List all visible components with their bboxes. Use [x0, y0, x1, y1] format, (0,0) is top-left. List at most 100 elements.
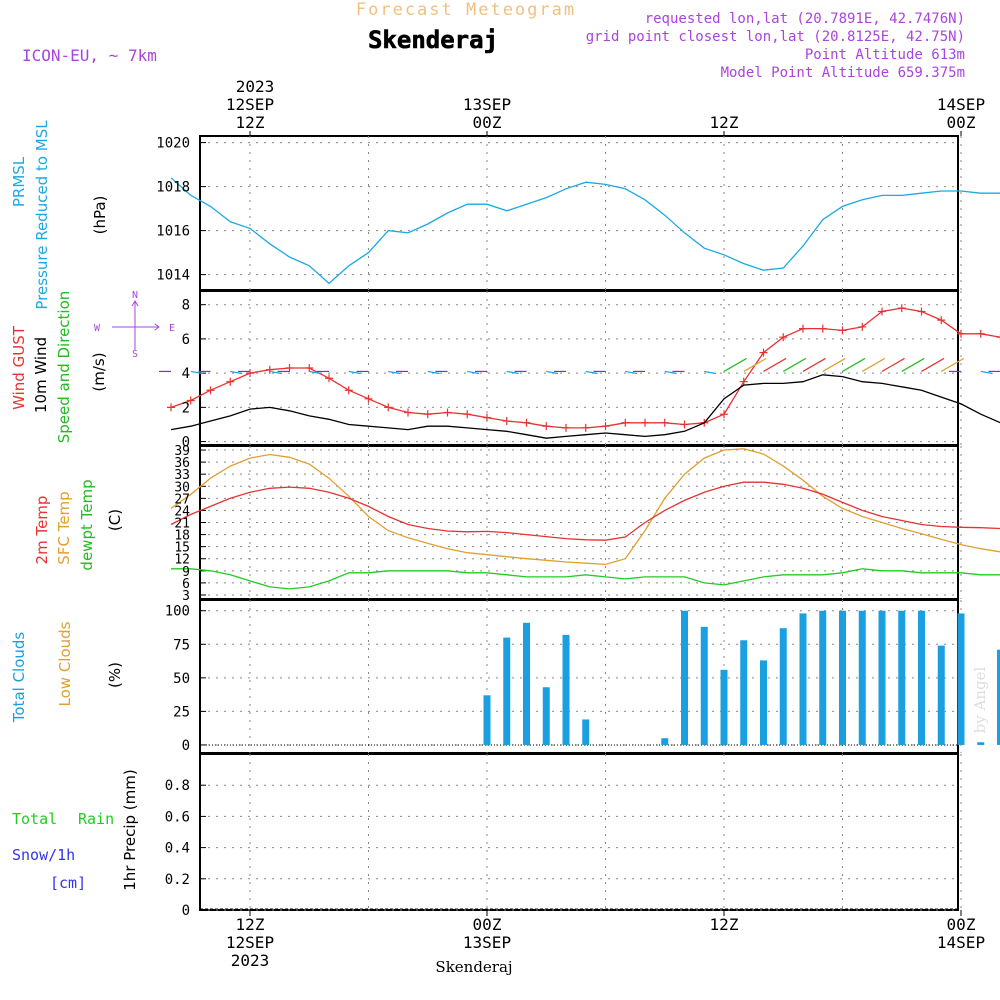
total-label: Total [12, 810, 57, 828]
temp2m-line [170, 481, 1000, 541]
gust-line [170, 307, 1000, 429]
ytick-label: 21 [174, 517, 190, 532]
wind-unit: (m/s) [90, 352, 108, 391]
point-altitude: Point Altitude 613m [805, 47, 965, 63]
rain-label: Rain [78, 810, 114, 828]
total-cloud-bar [523, 622, 530, 745]
gust-marker [641, 418, 649, 427]
temp2m-label: 2m Temp [33, 496, 51, 565]
snow-label: Snow/1h [12, 846, 75, 864]
xtick-label-bottom: 12Z [236, 915, 265, 934]
wind-direction-arrow [230, 370, 243, 375]
gust-marker [581, 423, 590, 432]
ytick-label: 25 [173, 704, 190, 720]
ytick-label: 1018 [156, 180, 190, 196]
gust-marker [167, 403, 175, 412]
gust-marker [878, 307, 886, 316]
cloud-unit: (%) [106, 662, 124, 688]
wind-direction-arrow [348, 370, 361, 375]
gust-marker [522, 418, 531, 427]
wind-direction-arrow [940, 357, 965, 372]
compass-arrows [112, 300, 160, 350]
gust-marker [562, 423, 570, 432]
ytick-label: 15 [174, 541, 190, 556]
ytick-label: 1014 [156, 268, 190, 284]
requested-coords: requested lon,lat (20.7891E, 42.7476N) [645, 11, 965, 27]
xtick-label-top: 12Z [710, 113, 739, 132]
wind10m-label: 10m Wind [32, 337, 50, 413]
prmsl-long-label: Pressure Reduced to MSL [33, 120, 51, 310]
wind-direction-arrow [585, 370, 598, 375]
xtick-label-bottom: 12Z [710, 915, 739, 934]
total-cloud-bar [957, 613, 965, 745]
gust-marker [344, 386, 353, 395]
gust-marker [246, 369, 254, 378]
wind-direction-arrow [309, 370, 322, 375]
prmsl-label: PRMSL [10, 156, 28, 207]
precip-axis-label: 1hr Precip (mm) [121, 769, 139, 890]
ytick-label: 0.4 [165, 841, 190, 857]
xtick-label-bottom: 13SEP [463, 933, 511, 952]
wind-direction-arrow [822, 357, 846, 372]
gust-marker [305, 364, 314, 372]
grid-point-coords: grid point closest lon,lat (20.8125E, 42… [586, 29, 965, 45]
prmsl-line [170, 177, 1000, 285]
ytick-label: 39 [174, 444, 190, 459]
wind-direction-arrow [980, 370, 993, 375]
total-cloud-bar [839, 610, 846, 745]
axis-labels: 1014101610181020024683691215182124273033… [156, 95, 985, 970]
grid-lines [200, 136, 962, 911]
wind-direction-arrow [723, 357, 747, 372]
ytick-label: 6 [182, 577, 190, 592]
xtick-label-bottom: 00Z [473, 915, 502, 934]
ytick-label: 0 [182, 738, 190, 754]
total-cloud-bar [503, 637, 511, 745]
gust-marker [384, 403, 393, 412]
total-cloud-bar [997, 649, 1000, 745]
total-cloud-bar [819, 610, 827, 745]
total-cloud-bar [542, 687, 550, 745]
total-cloud-bar [483, 695, 491, 745]
xtick-label-top: 00Z [473, 113, 502, 132]
panel-frame-4 [199, 753, 959, 911]
low-clouds-label: Low Clouds [56, 621, 74, 706]
product-title: Forecast Meteogram [356, 0, 576, 20]
gust-marker [858, 322, 867, 331]
gust-marker [265, 365, 274, 374]
cloud-ylabels: Total Clouds Low Clouds (%) [10, 621, 124, 723]
total-cloud-bar [858, 610, 866, 745]
wind-direction-arrow [881, 357, 905, 372]
model-altitude: Model Point Altitude 659.375m [721, 65, 965, 81]
total-cloud-bar [760, 660, 767, 745]
wind-direction-arrow [861, 357, 886, 372]
compass-e: E [169, 323, 175, 334]
precip-ylabels: Total Rain Snow/1h [cm] 1hr Precip (mm) [12, 769, 139, 892]
gust-marker [423, 410, 432, 419]
total-cloud-bar [937, 645, 945, 745]
wind-direction-arrow [467, 370, 480, 375]
xtick-label-top: 12Z [236, 113, 265, 132]
gust-marker [502, 417, 511, 426]
pressure-ylabels: PRMSL Pressure Reduced to MSL (hPa) [10, 120, 109, 310]
gust-marker [897, 304, 906, 313]
model-label: ICON-EU, ~ 7km [22, 46, 157, 65]
gust-marker [483, 413, 491, 422]
snow-unit-label: [cm] [50, 874, 86, 892]
location-title: Skenderaj [368, 26, 498, 54]
total-cloud-bar [878, 610, 886, 745]
gust-marker [364, 394, 373, 403]
gust-marker [463, 410, 472, 419]
ytick-label: 2 [182, 400, 190, 416]
chart-marks [159, 177, 1000, 910]
gust-marker [779, 333, 788, 342]
total-clouds-label: Total Clouds [10, 632, 28, 724]
gust-marker [739, 377, 748, 386]
ytick-label: 3 [182, 589, 190, 604]
ytick-label: 18 [174, 529, 190, 544]
total-cloud-bar [779, 628, 787, 745]
temp-ylabels: 2m Temp SFC Temp dewpt Temp (C) [33, 479, 124, 570]
total-cloud-bar [562, 634, 570, 745]
top-year: 2023 [236, 77, 275, 96]
ytick-label: 100 [165, 604, 190, 620]
